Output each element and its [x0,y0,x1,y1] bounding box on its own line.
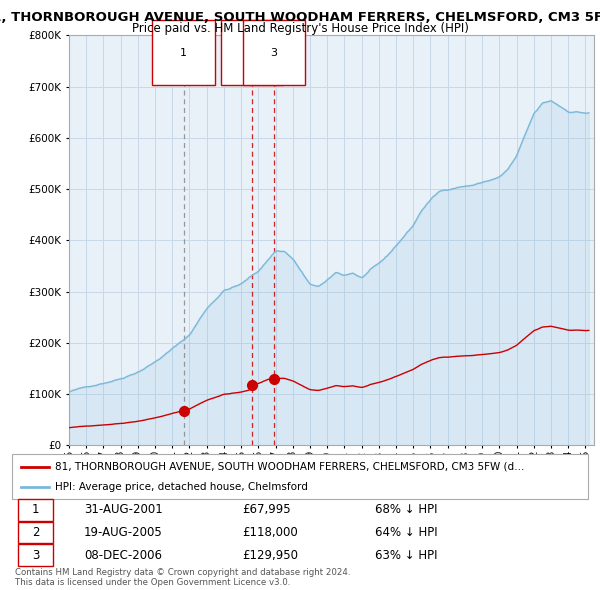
FancyBboxPatch shape [18,544,53,566]
Text: Contains HM Land Registry data © Crown copyright and database right 2024.
This d: Contains HM Land Registry data © Crown c… [15,568,350,587]
Text: 19-AUG-2005: 19-AUG-2005 [84,526,163,539]
Text: £67,995: £67,995 [242,503,291,516]
Text: 81, THORNBOROUGH AVENUE, SOUTH WOODHAM FERRERS, CHELMSFORD, CM3 5FW (d…: 81, THORNBOROUGH AVENUE, SOUTH WOODHAM F… [55,462,525,471]
Text: £118,000: £118,000 [242,526,298,539]
Text: 3: 3 [32,549,40,562]
Text: 81, THORNBOROUGH AVENUE, SOUTH WOODHAM FERRERS, CHELMSFORD, CM3 5FW: 81, THORNBOROUGH AVENUE, SOUTH WOODHAM F… [0,11,600,24]
Text: 68% ↓ HPI: 68% ↓ HPI [375,503,437,516]
Text: £129,950: £129,950 [242,549,298,562]
Text: 64% ↓ HPI: 64% ↓ HPI [375,526,437,539]
Text: HPI: Average price, detached house, Chelmsford: HPI: Average price, detached house, Chel… [55,483,308,493]
Text: 1: 1 [32,503,40,516]
Text: 1: 1 [180,48,187,58]
Text: 2: 2 [248,48,256,58]
FancyBboxPatch shape [18,522,53,543]
Text: 31-AUG-2001: 31-AUG-2001 [84,503,163,516]
Text: 08-DEC-2006: 08-DEC-2006 [84,549,162,562]
Text: 2: 2 [32,526,40,539]
FancyBboxPatch shape [18,499,53,521]
Text: 63% ↓ HPI: 63% ↓ HPI [375,549,437,562]
Text: Price paid vs. HM Land Registry's House Price Index (HPI): Price paid vs. HM Land Registry's House … [131,22,469,35]
Text: 3: 3 [271,48,278,58]
